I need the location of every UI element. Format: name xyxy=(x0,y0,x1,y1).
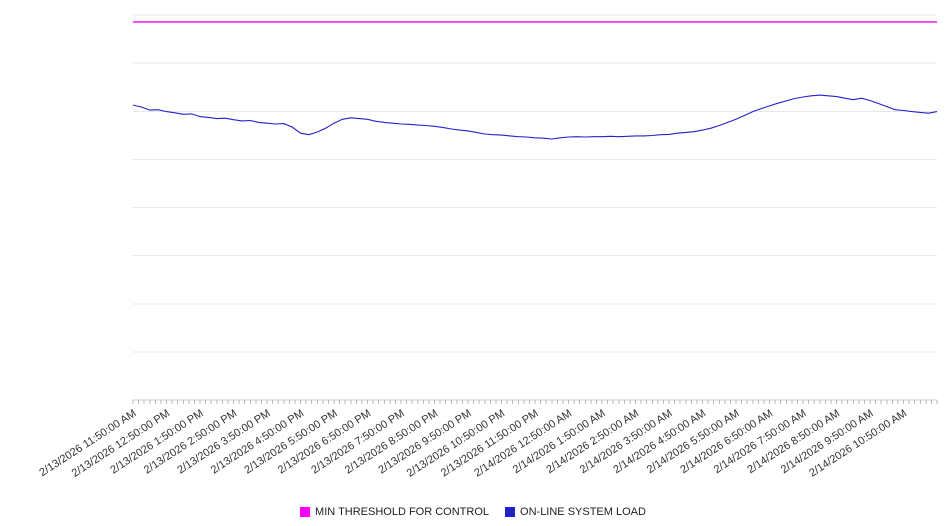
chart-legend: MIN THRESHOLD FOR CONTROL ON-LINE SYSTEM… xyxy=(0,506,946,518)
legend-item-system-load[interactable]: ON-LINE SYSTEM LOAD xyxy=(505,506,646,518)
legend-item-min-threshold[interactable]: MIN THRESHOLD FOR CONTROL xyxy=(300,506,489,518)
legend-label-min-threshold: MIN THRESHOLD FOR CONTROL xyxy=(315,506,490,518)
legend-swatch-min-threshold xyxy=(300,507,311,517)
legend-swatch-system-load xyxy=(505,507,516,517)
system-load-line xyxy=(132,94,938,140)
line-chart: 2/13/2026 11:50:00 AM2/13/2026 12:50:00 … xyxy=(37,14,938,480)
legend-label-system-load: ON-LINE SYSTEM LOAD xyxy=(520,506,646,518)
